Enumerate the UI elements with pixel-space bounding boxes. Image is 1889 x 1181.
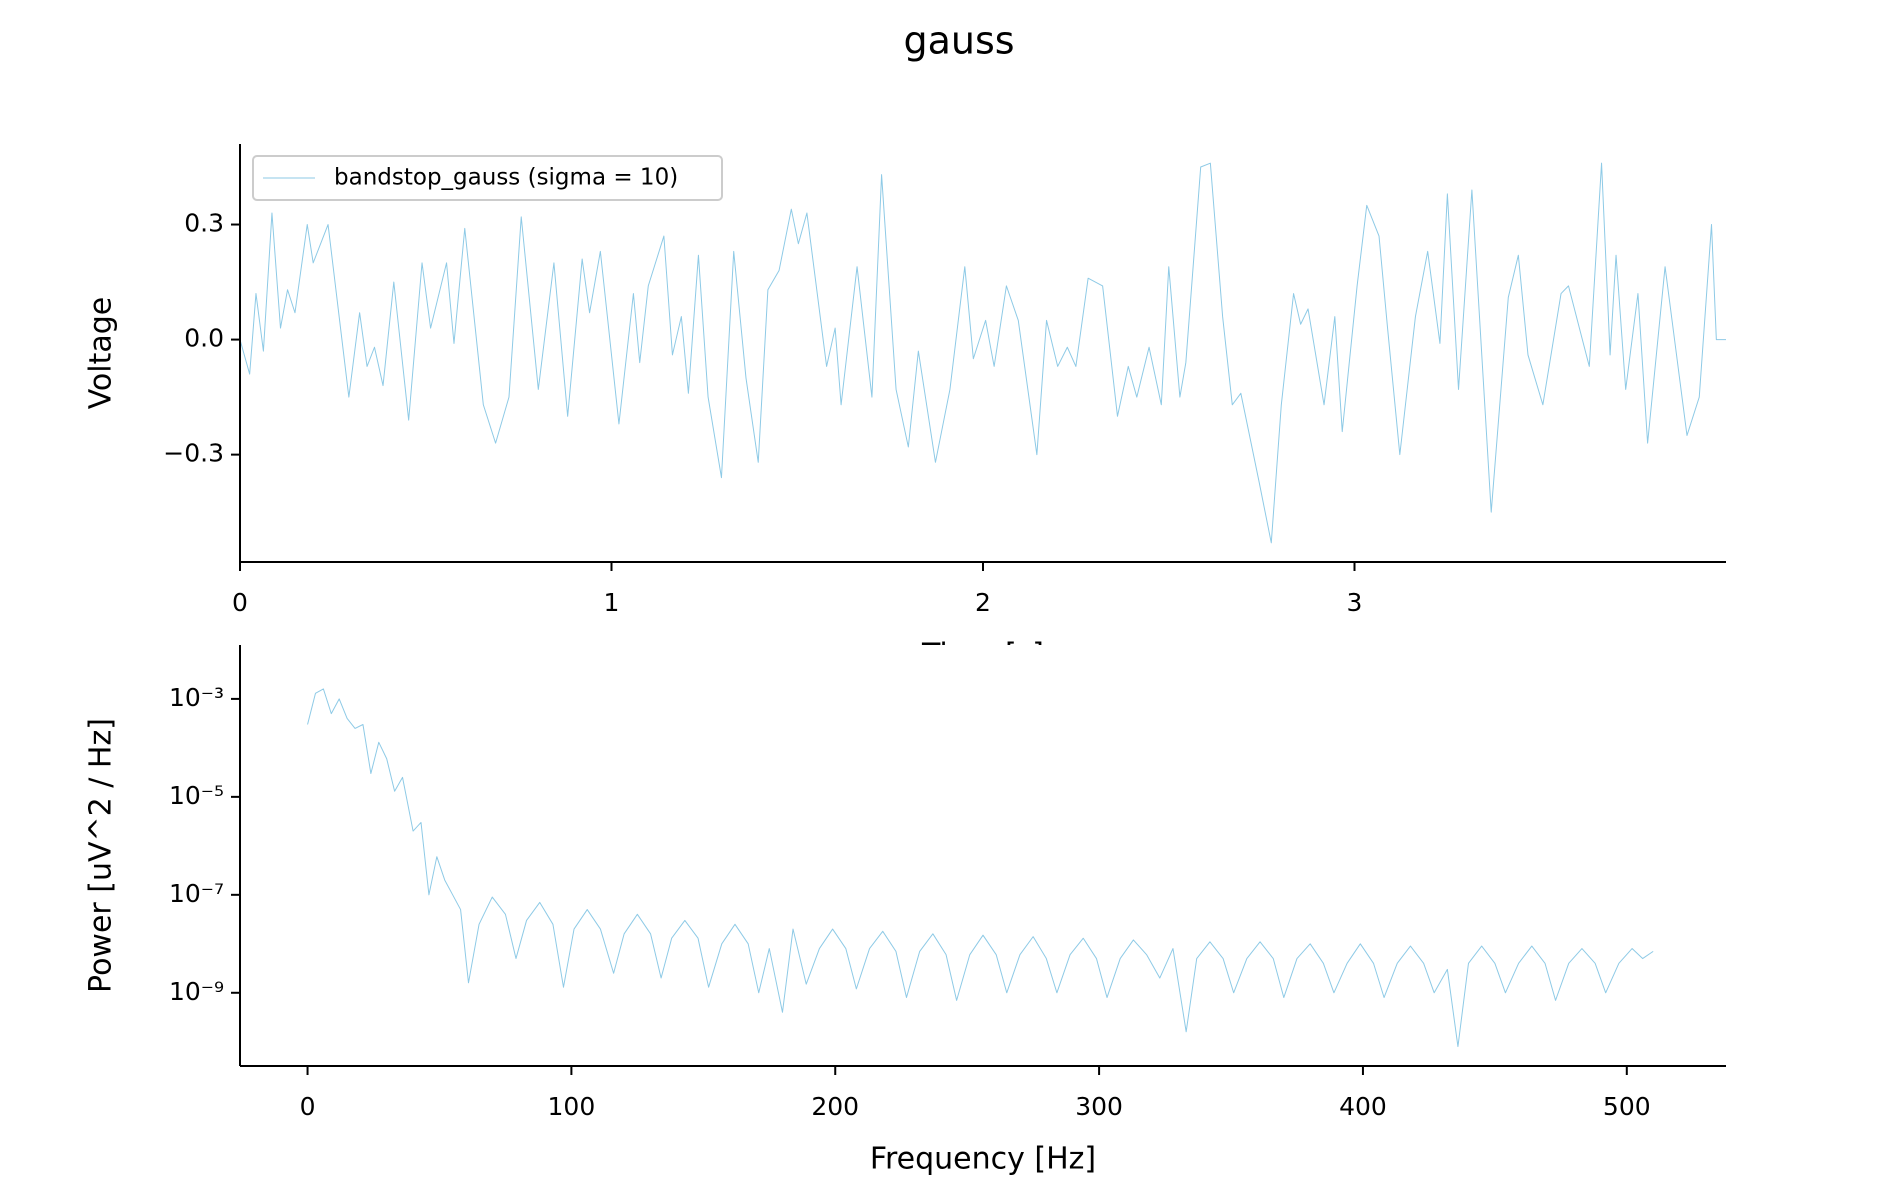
x-tick-label: 200	[811, 1092, 859, 1121]
x-tick-label: 400	[1339, 1092, 1387, 1121]
y-tick-label: 10⁻³	[169, 683, 224, 712]
x-tick-label: 0	[300, 1092, 316, 1121]
y-axis-label: Voltage	[84, 297, 119, 410]
x-tick-label: 3	[1347, 588, 1363, 617]
y-tick-label: 10⁻⁵	[169, 781, 224, 810]
figure-title: gauss	[903, 19, 1014, 63]
legend-box	[252, 155, 723, 201]
y-tick-label: 10⁻⁷	[169, 879, 224, 908]
x-tick-label: 0	[232, 588, 248, 617]
x-axis-label: Frequency [Hz]	[870, 1142, 1096, 1177]
y-tick-label: 10⁻⁹	[169, 977, 224, 1006]
x-tick-label: 2	[975, 588, 991, 617]
y-tick-label: −0.3	[163, 439, 224, 468]
x-tick-label: 500	[1603, 1092, 1651, 1121]
axes-background	[240, 645, 1726, 1066]
x-tick-label: 100	[548, 1092, 596, 1121]
legend-label: bandstop_gauss (sigma = 10)	[334, 165, 678, 191]
y-tick-label: 0.0	[184, 324, 224, 353]
x-tick-label: 300	[1075, 1092, 1123, 1121]
y-tick-label: 0.3	[184, 209, 224, 238]
data-line	[307, 688, 1654, 1048]
x-tick-label: 1	[604, 588, 620, 617]
axes-background	[240, 144, 1726, 562]
data-line	[239, 162, 1726, 544]
y-axis-label: Power [uV^2 / Hz]	[84, 718, 119, 993]
